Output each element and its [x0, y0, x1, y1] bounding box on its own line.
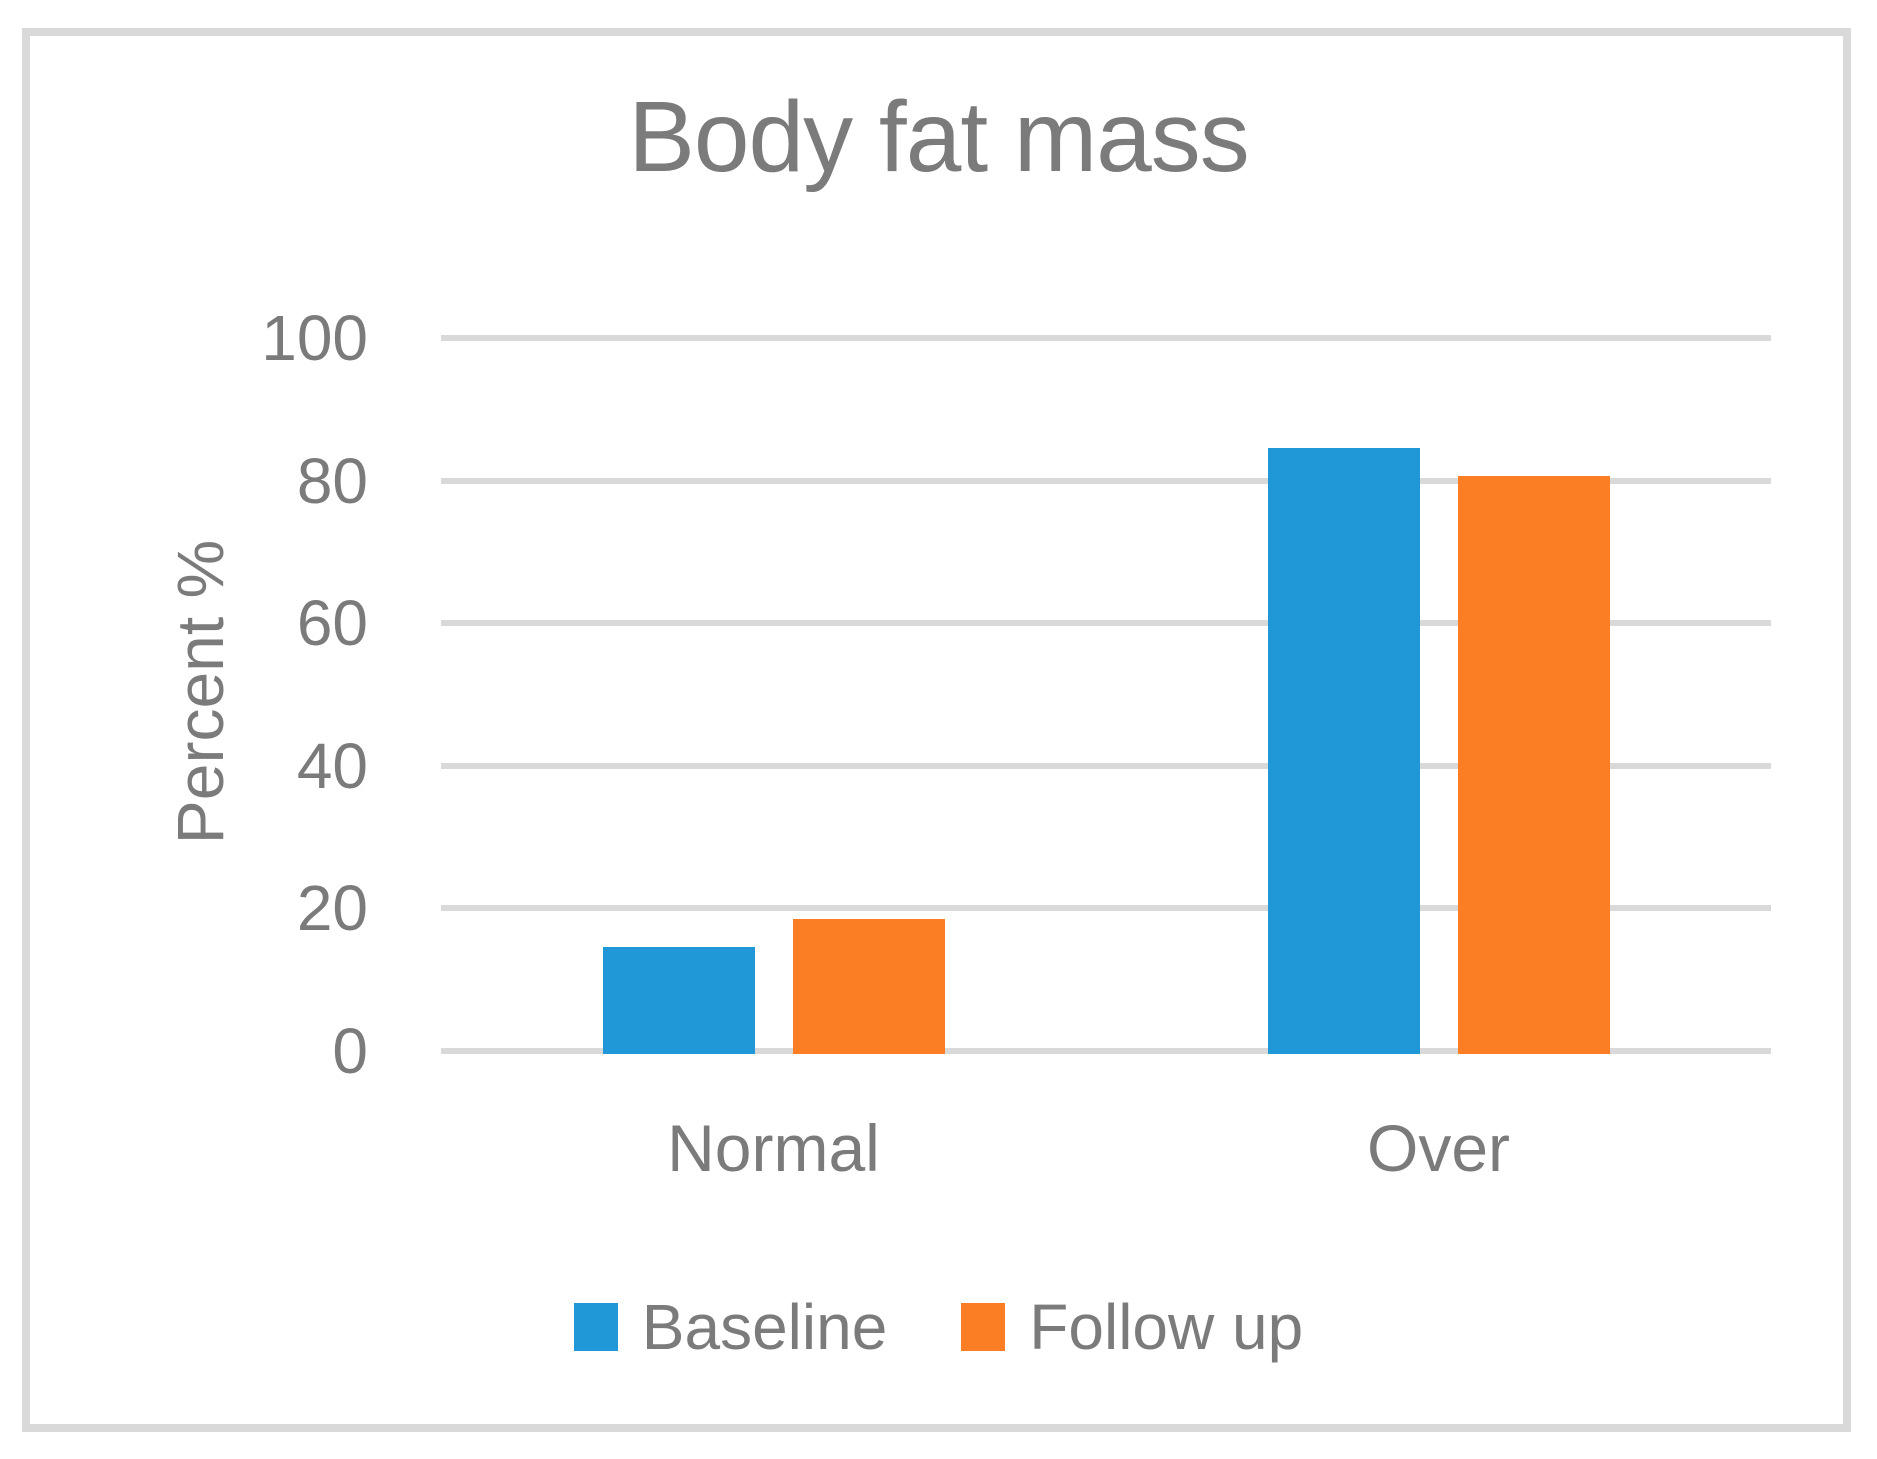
bar-over-follow-up	[1457, 476, 1610, 1054]
legend-swatch-baseline	[573, 1303, 618, 1352]
legend-label-follow-up: Follow up	[1029, 1291, 1304, 1363]
bar-normal-baseline	[602, 947, 755, 1054]
plot-area: Normal Over	[441, 335, 1771, 1185]
legend-swatch-follow-up	[961, 1303, 1006, 1352]
x-axis-label-normal: Normal	[667, 1111, 880, 1185]
gridline-60	[441, 620, 1771, 627]
y-tick-label-60: 60	[296, 587, 368, 660]
y-tick-label-0: 0	[332, 1015, 368, 1087]
chart-title: Body fat mass	[628, 81, 1250, 193]
gridline-80	[441, 477, 1771, 484]
gridline-20	[441, 905, 1771, 912]
bar-normal-follow-up	[792, 918, 945, 1054]
x-axis-label-over: Over	[1366, 1111, 1511, 1185]
y-tick-label-40: 40	[296, 729, 368, 802]
y-axis-title: Percent %	[163, 539, 237, 845]
bar-over-baseline	[1267, 447, 1420, 1054]
gridline-0	[441, 1048, 1771, 1054]
legend-item-follow-up: Follow up	[961, 1292, 1303, 1362]
legend-item-baseline: Baseline	[573, 1291, 888, 1363]
legend-label-baseline: Baseline	[641, 1291, 888, 1363]
y-tick-label-80: 80	[296, 444, 368, 517]
legend: Baseline Follow up	[0, 1292, 1877, 1362]
gridline-100	[441, 335, 1771, 341]
y-tick-label-20: 20	[296, 872, 368, 945]
y-tick-label-100: 100	[261, 302, 368, 374]
gridline-40	[441, 762, 1771, 769]
